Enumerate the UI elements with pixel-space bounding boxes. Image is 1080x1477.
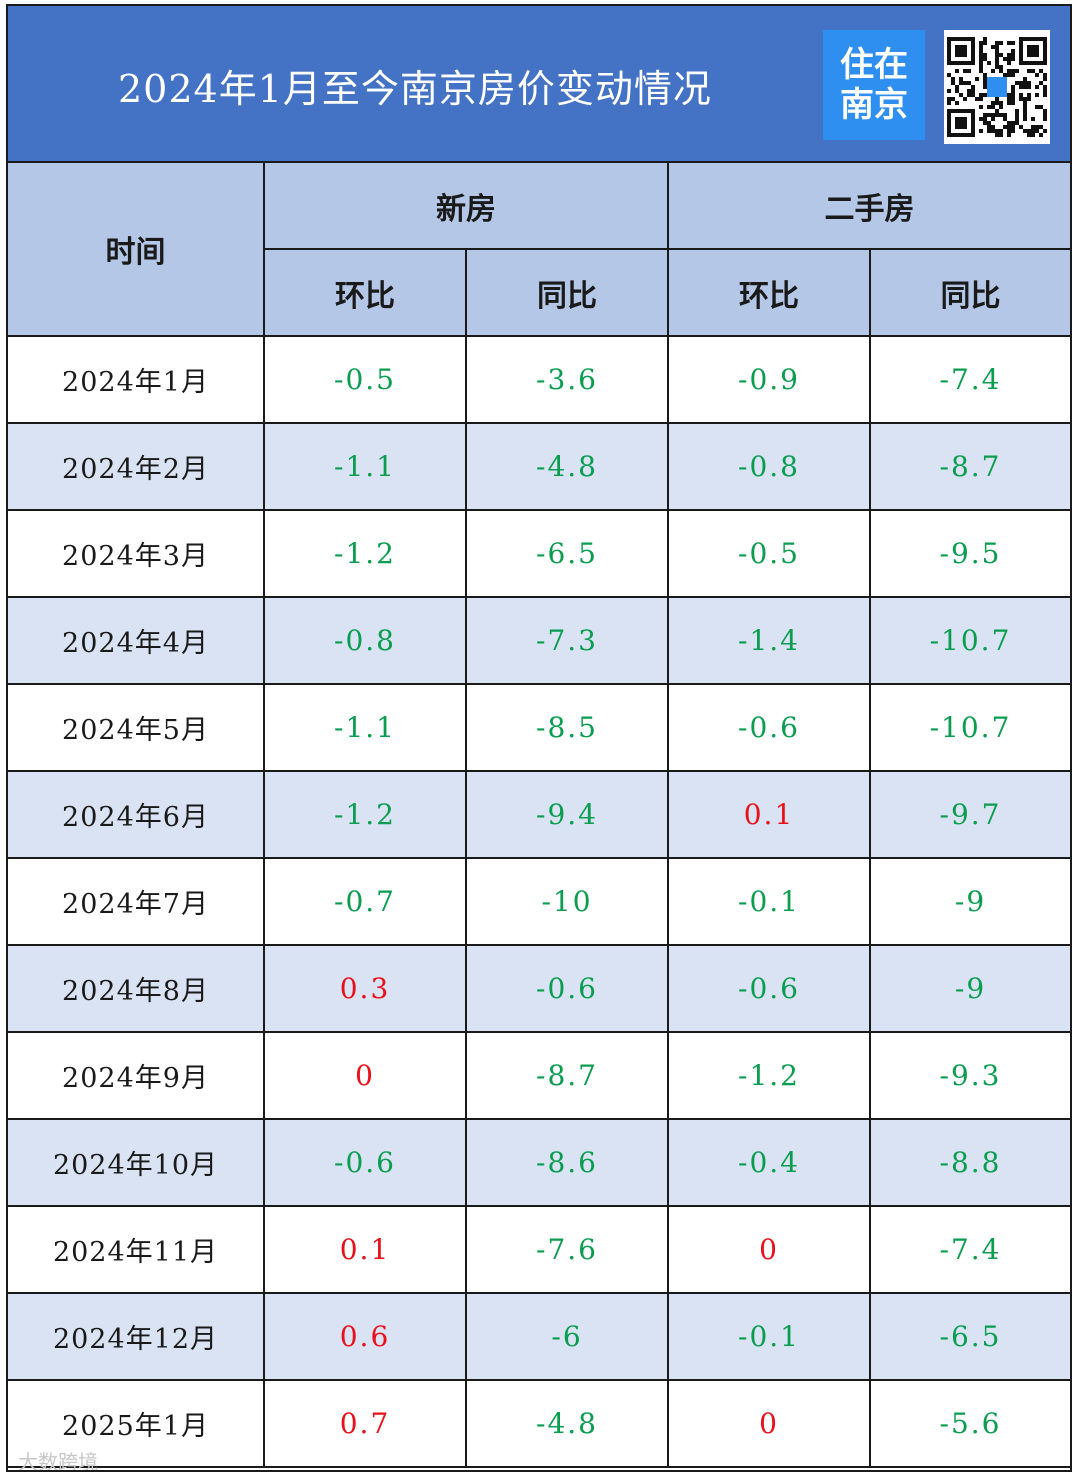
new-house-mom-cell: -1.2: [263, 770, 467, 859]
date-cell: 2024年12月: [8, 1292, 265, 1381]
new-house-yoy-cell: -6.5: [465, 509, 669, 598]
date-cell: 2024年3月: [8, 509, 265, 598]
second-hand-yoy-header: 同比: [869, 248, 1070, 337]
second-hand-yoy-cell: -9.5: [869, 509, 1070, 598]
table-row: 2024年2月 -1.1 -4.8 -0.8 -8.7: [8, 422, 1070, 511]
new-house-yoy-cell: -8.5: [465, 683, 669, 772]
new-house-mom-cell: -0.8: [263, 596, 467, 685]
date-cell: 2024年11月: [8, 1205, 265, 1294]
second-hand-mom-cell: 0: [667, 1379, 871, 1468]
date-cell: 2024年6月: [8, 770, 265, 859]
new-house-yoy-cell: -7.3: [465, 596, 669, 685]
second-hand-yoy-cell: -9.7: [869, 770, 1070, 859]
price-change-sheet: 2024年1月至今南京房价变动情况 住在 南京 时间 新房 二手房 环比 同比: [6, 4, 1072, 1472]
new-house-yoy-cell: -4.8: [465, 1379, 669, 1468]
date-cell: 2024年1月: [8, 335, 265, 424]
date-cell: 2024年8月: [8, 944, 265, 1033]
table-row: 2024年7月 -0.7 -10 -0.1 -9: [8, 857, 1070, 946]
new-house-mom-cell: 0: [263, 1031, 467, 1120]
table-row: 2024年8月 0.3 -0.6 -0.6 -9: [8, 944, 1070, 1033]
new-house-mom-cell: 0.6: [263, 1292, 467, 1381]
date-cell: 2024年7月: [8, 857, 265, 946]
new-house-yoy-cell: -9.4: [465, 770, 669, 859]
second-hand-mom-cell: -0.8: [667, 422, 871, 511]
second-hand-mom-cell: -1.2: [667, 1031, 871, 1120]
second-hand-yoy-cell: -9: [869, 944, 1070, 1033]
qr-code-icon: [944, 30, 1050, 144]
second-hand-yoy-cell: -9.3: [869, 1031, 1070, 1120]
new-house-yoy-cell: -4.8: [465, 422, 669, 511]
new-house-yoy-cell: -10: [465, 857, 669, 946]
second-hand-yoy-cell: -8.8: [869, 1118, 1070, 1207]
brand-logo: 住在 南京: [823, 30, 925, 140]
second-hand-mom-cell: -0.6: [667, 683, 871, 772]
second-hand-mom-cell: -0.1: [667, 857, 871, 946]
new-house-yoy-cell: -0.6: [465, 944, 669, 1033]
second-hand-yoy-cell: -10.7: [869, 683, 1070, 772]
new-house-mom-cell: -1.2: [263, 509, 467, 598]
date-cell: 2025年1月: [8, 1379, 265, 1468]
new-house-yoy-cell: -6: [465, 1292, 669, 1381]
second-hand-yoy-cell: -5.6: [869, 1379, 1070, 1468]
new-house-yoy-cell: -8.6: [465, 1118, 669, 1207]
new-house-mom-cell: -1.1: [263, 683, 467, 772]
second-hand-yoy-cell: -10.7: [869, 596, 1070, 685]
new-house-mom-cell: -1.1: [263, 422, 467, 511]
new-house-yoy-header: 同比: [465, 248, 669, 337]
date-cell: 2024年10月: [8, 1118, 265, 1207]
second-hand-mom-header: 环比: [667, 248, 871, 337]
table-row: 2024年11月 0.1 -7.6 0 -7.4: [8, 1205, 1070, 1294]
second-hand-yoy-cell: -6.5: [869, 1292, 1070, 1381]
table-row: 2024年9月 0 -8.7 -1.2 -9.3: [8, 1031, 1070, 1120]
table-row: 2025年1月 0.7 -4.8 0 -5.6: [8, 1379, 1070, 1468]
new-house-yoy-cell: -7.6: [465, 1205, 669, 1294]
new-house-mom-cell: -0.7: [263, 857, 467, 946]
table-row: 2024年6月 -1.2 -9.4 0.1 -9.7: [8, 770, 1070, 859]
new-house-mom-cell: 0.7: [263, 1379, 467, 1468]
watermark: 大数跨境: [18, 1450, 98, 1472]
new-house-mom-cell: 0.3: [263, 944, 467, 1033]
second-hand-mom-cell: 0.1: [667, 770, 871, 859]
new-house-yoy-cell: -8.7: [465, 1031, 669, 1120]
table-row: 2024年4月 -0.8 -7.3 -1.4 -10.7: [8, 596, 1070, 685]
table-row: 2024年3月 -1.2 -6.5 -0.5 -9.5: [8, 509, 1070, 598]
new-house-mom-header: 环比: [264, 248, 467, 337]
brand-logo-line2: 南京: [840, 85, 908, 125]
second-hand-mom-cell: -0.4: [667, 1118, 871, 1207]
date-cell: 2024年5月: [8, 683, 265, 772]
new-house-group-header: 新房: [263, 163, 669, 250]
time-column-header: 时间: [8, 163, 265, 337]
page-title: 2024年1月至今南京房价变动情况: [118, 67, 712, 111]
date-cell: 2024年4月: [8, 596, 265, 685]
new-house-yoy-cell: -3.6: [465, 335, 669, 424]
table-row: 2024年5月 -1.1 -8.5 -0.6 -10.7: [8, 683, 1070, 772]
second-hand-yoy-cell: -7.4: [869, 335, 1070, 424]
second-hand-mom-cell: 0: [667, 1205, 871, 1294]
second-hand-mom-cell: -1.4: [667, 596, 871, 685]
date-cell: 2024年9月: [8, 1031, 265, 1120]
new-house-mom-cell: -0.6: [263, 1118, 467, 1207]
table-row: 2024年10月 -0.6 -8.6 -0.4 -8.8: [8, 1118, 1070, 1207]
title-banner: 2024年1月至今南京房价变动情况 住在 南京: [8, 6, 1070, 163]
brand-logo-line1: 住在: [840, 45, 908, 85]
new-house-mom-cell: 0.1: [263, 1205, 467, 1294]
second-hand-mom-cell: -0.5: [667, 509, 871, 598]
second-hand-mom-cell: -0.9: [667, 335, 871, 424]
new-house-mom-cell: -0.5: [263, 335, 467, 424]
date-cell: 2024年2月: [8, 422, 265, 511]
second-hand-yoy-cell: -9: [869, 857, 1070, 946]
second-hand-yoy-cell: -7.4: [869, 1205, 1070, 1294]
table-row: 2024年12月 0.6 -6 -0.1 -6.5: [8, 1292, 1070, 1381]
second-hand-group-header: 二手房: [667, 163, 1070, 250]
table-row: 2024年1月 -0.5 -3.6 -0.9 -7.4: [8, 335, 1070, 424]
second-hand-yoy-cell: -8.7: [869, 422, 1070, 511]
second-hand-mom-cell: -0.6: [667, 944, 871, 1033]
price-table: 时间 新房 二手房 环比 同比 环比 同比 2024年1月 -0.5 -3.6 -0.…: [8, 163, 1070, 1468]
second-hand-mom-cell: -0.1: [667, 1292, 871, 1381]
